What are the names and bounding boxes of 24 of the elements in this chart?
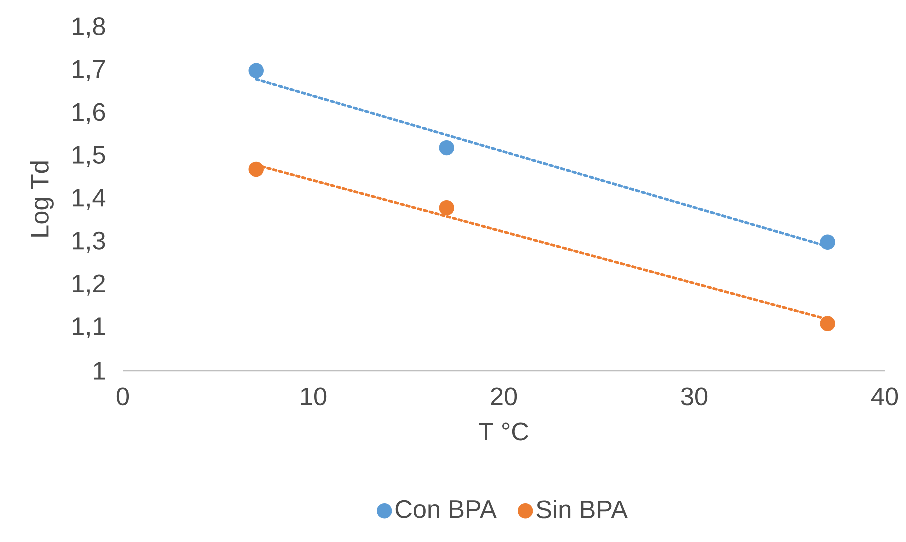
y-tick-label: 1 [94,362,106,380]
x-tick-label: 10 [301,388,327,406]
x-tick-label: 0 [116,388,130,406]
y-tick-label: 1,7 [73,60,106,82]
point [820,234,836,250]
legend-label: Sin BPA [536,500,628,519]
x-axis-title: T °C [479,422,528,441]
y-tick-label: 1,1 [73,318,106,338]
legend-label: Con BPA [396,500,497,518]
point [248,162,264,178]
y-tick-label: 1,2 [73,274,106,296]
x-tick-label: 40 [871,388,898,406]
point [439,140,454,156]
y-tick-label: 1,8 [73,18,106,38]
x-tick-label: 30 [681,388,708,406]
point [248,63,264,78]
point [439,200,454,216]
y-tick-label: 1,4 [73,189,106,210]
y-tick-label: 1,3 [73,232,106,253]
x-tick-label: 20 [491,388,518,406]
y-tick-label: 1,6 [73,103,106,124]
y-axis-title: Log Td [30,162,54,237]
y-tick-label: 1,5 [73,146,106,167]
point [820,316,836,332]
